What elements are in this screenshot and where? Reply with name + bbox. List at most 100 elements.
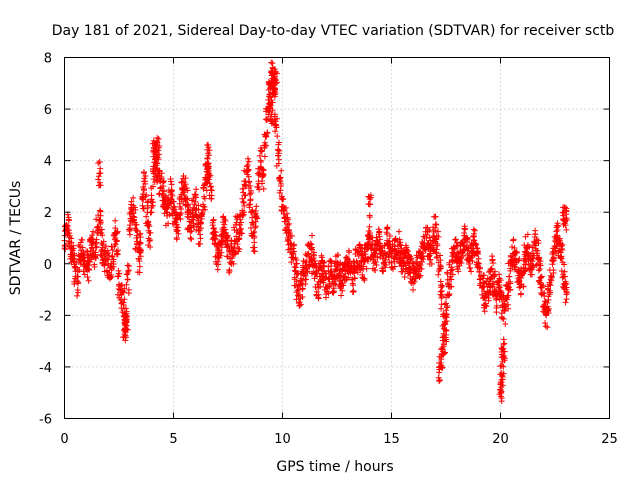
data-point xyxy=(291,274,298,281)
data-point xyxy=(74,292,81,299)
data-point xyxy=(133,235,140,241)
data-point xyxy=(491,273,498,280)
data-point xyxy=(404,247,411,254)
data-point xyxy=(323,294,330,301)
data-point xyxy=(501,348,508,355)
data-point xyxy=(379,265,386,272)
data-point xyxy=(121,285,128,292)
data-point xyxy=(498,398,505,405)
data-point xyxy=(146,236,153,243)
data-point xyxy=(518,271,525,278)
data-point xyxy=(205,163,212,170)
data-point xyxy=(474,245,481,252)
data-point xyxy=(215,247,222,254)
data-point xyxy=(470,233,477,240)
data-point xyxy=(542,319,549,326)
data-point xyxy=(521,267,528,274)
data-point xyxy=(97,170,104,177)
data-point xyxy=(268,120,275,127)
data-point xyxy=(105,256,112,263)
data-point xyxy=(258,147,265,154)
data-point xyxy=(140,178,147,185)
data-point xyxy=(147,209,154,216)
data-point xyxy=(438,284,445,291)
data-point xyxy=(65,240,72,247)
data-point xyxy=(71,265,78,272)
data-point xyxy=(69,253,76,260)
data-point xyxy=(232,213,239,220)
data-point xyxy=(252,211,259,218)
data-point xyxy=(239,195,246,202)
data-point xyxy=(459,239,466,246)
data-point xyxy=(325,290,332,297)
data-point xyxy=(322,274,329,281)
y-tick-label--2: -2 xyxy=(39,309,52,324)
data-point xyxy=(384,224,391,231)
data-point xyxy=(360,263,367,270)
data-point xyxy=(136,269,143,276)
data-point xyxy=(177,216,184,223)
data-point xyxy=(108,243,115,250)
y-tick-label--6: -6 xyxy=(39,413,52,428)
data-point xyxy=(454,266,461,273)
data-point xyxy=(257,158,264,165)
data-point xyxy=(198,212,205,219)
data-point xyxy=(307,240,314,247)
data-point xyxy=(280,203,287,210)
data-point xyxy=(366,194,373,201)
data-point xyxy=(496,282,503,289)
data-point xyxy=(88,245,95,252)
data-point xyxy=(143,213,150,220)
data-point xyxy=(192,191,199,198)
data-point xyxy=(547,282,554,289)
data-point xyxy=(293,296,300,303)
data-point xyxy=(109,253,116,260)
data-point xyxy=(537,262,544,269)
data-point xyxy=(373,234,380,241)
data-point xyxy=(125,286,132,293)
data-point xyxy=(250,244,257,251)
x-tick-label-0: 0 xyxy=(60,432,68,447)
data-point xyxy=(205,152,212,159)
data-point xyxy=(232,250,239,257)
data-point xyxy=(205,170,212,177)
data-point xyxy=(137,240,144,247)
data-point xyxy=(443,338,450,345)
data-point xyxy=(511,263,518,270)
data-point xyxy=(242,182,249,189)
data-point xyxy=(271,113,278,120)
data-point xyxy=(66,243,73,250)
data-point xyxy=(326,280,333,287)
data-point xyxy=(501,300,508,307)
data-point xyxy=(221,221,228,228)
data-point xyxy=(284,222,291,229)
data-point xyxy=(109,247,116,254)
data-point xyxy=(238,219,245,226)
data-point xyxy=(65,230,72,237)
data-point xyxy=(502,295,509,302)
data-point xyxy=(304,268,311,275)
data-point xyxy=(246,191,253,198)
data-point xyxy=(91,261,98,268)
data-point xyxy=(133,227,140,234)
data-point xyxy=(143,191,150,198)
data-point xyxy=(275,150,282,157)
data-point xyxy=(275,160,282,167)
data-point xyxy=(382,262,389,269)
data-point xyxy=(411,278,418,285)
data-point xyxy=(124,276,131,283)
data-point xyxy=(426,234,433,241)
data-point xyxy=(137,247,144,254)
data-point xyxy=(504,301,511,308)
data-point xyxy=(560,204,567,211)
x-tick-label-15: 15 xyxy=(383,432,400,447)
x-tick-label-5: 5 xyxy=(169,432,177,447)
data-point xyxy=(79,244,86,251)
data-point xyxy=(169,192,176,199)
data-point xyxy=(114,251,121,258)
data-point xyxy=(241,181,248,188)
data-point xyxy=(132,206,139,213)
data-point xyxy=(256,152,263,159)
data-point xyxy=(145,235,152,242)
data-point xyxy=(201,195,208,202)
